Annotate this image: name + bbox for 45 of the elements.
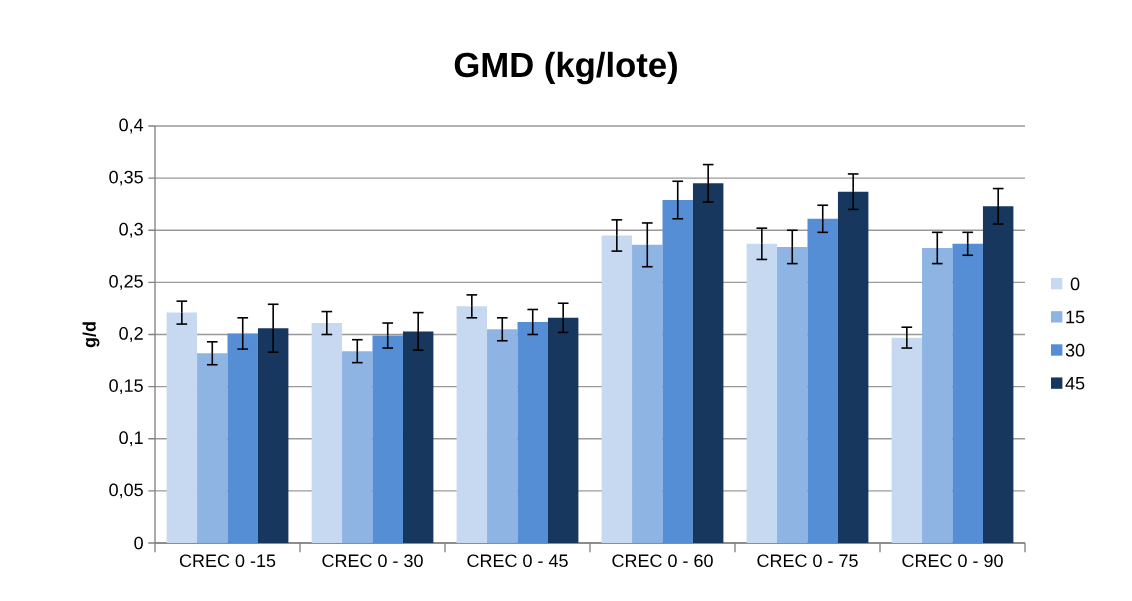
bar — [662, 200, 693, 543]
bar — [487, 329, 518, 543]
bar — [952, 243, 983, 543]
y-tick-label: 0,4 — [119, 118, 144, 134]
y-tick-label: 0,25 — [109, 274, 143, 290]
bar — [891, 337, 923, 543]
legend-label: 0 — [1070, 277, 1080, 291]
legend-label: 45 — [1065, 377, 1085, 390]
bar — [837, 191, 869, 543]
legend-label: 30 — [1065, 343, 1085, 357]
bar — [692, 183, 724, 543]
y-tick-label: 0,35 — [109, 170, 143, 186]
x-tick-label: CREC 0 - 75 — [757, 554, 858, 568]
x-tick-label: CREC 0 - 30 — [322, 554, 423, 568]
bar — [257, 328, 289, 543]
y-tick-label: 0,15 — [109, 379, 143, 395]
bar — [166, 312, 198, 543]
bar — [547, 317, 579, 543]
bar — [517, 321, 548, 543]
bar — [746, 243, 778, 543]
x-tick-label: CREC 0 - 45 — [467, 554, 568, 568]
x-tick-label: CREC 0 - 90 — [902, 554, 1003, 568]
y-axis-title: g/d — [82, 322, 100, 348]
legend-label: 15 — [1066, 310, 1085, 324]
y-tick-label: 0,2 — [119, 327, 143, 342]
bar — [402, 331, 434, 543]
bar — [342, 351, 373, 543]
y-tick-label: 0 — [134, 536, 143, 550]
y-tick-label: 0,3 — [119, 222, 143, 238]
x-tick-label: CREC 0 - 60 — [612, 554, 713, 568]
bar — [982, 206, 1014, 543]
bar — [456, 306, 488, 543]
bar — [372, 335, 403, 543]
bar — [311, 323, 343, 543]
bar — [601, 235, 633, 543]
bar — [922, 247, 953, 543]
bar — [227, 333, 258, 543]
y-tick-label: 0,05 — [109, 483, 143, 499]
bar — [807, 218, 838, 543]
bar — [777, 246, 808, 543]
chart-title: GMD (kg/lote) — [454, 51, 677, 85]
y-tick-label: 0,1 — [119, 431, 143, 447]
bar — [197, 353, 228, 543]
bar — [632, 244, 663, 543]
x-tick-label: CREC 0 -15 — [179, 554, 276, 568]
